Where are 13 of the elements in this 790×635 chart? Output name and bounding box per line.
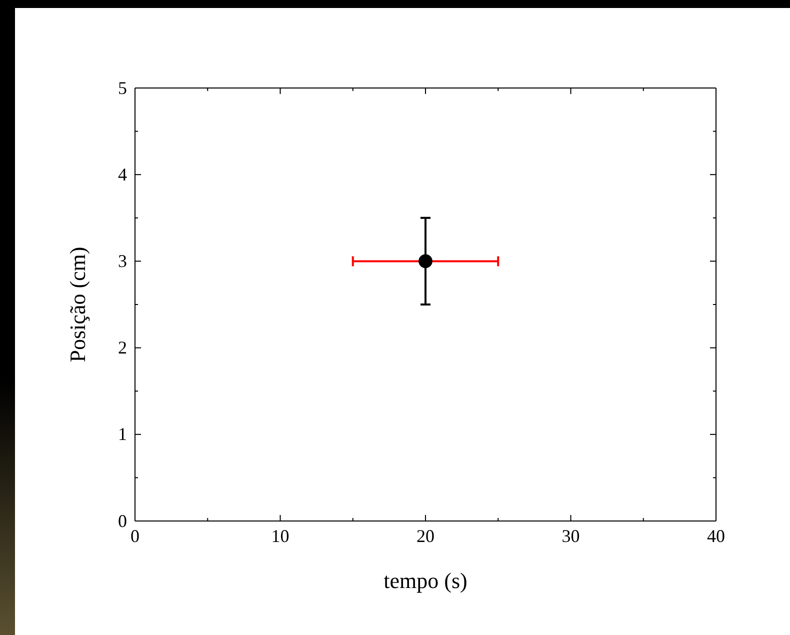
y-axis-title: Posição (cm) [65,246,90,362]
x-tick-label: 40 [707,526,725,546]
y-tick-label: 4 [118,164,127,184]
x-tick-label: 10 [271,526,290,546]
x-axis-title: tempo (s) [384,568,468,593]
y-tick-label: 2 [118,338,127,358]
y-tick-label: 5 [118,78,127,98]
x-tick-label: 0 [130,526,140,546]
y-tick-label: 0 [118,510,127,531]
x-tick-label: 20 [416,526,434,546]
y-tick-label: 3 [118,250,127,271]
x-tick-label: 30 [562,526,580,546]
y-tick-label: 1 [118,424,127,444]
